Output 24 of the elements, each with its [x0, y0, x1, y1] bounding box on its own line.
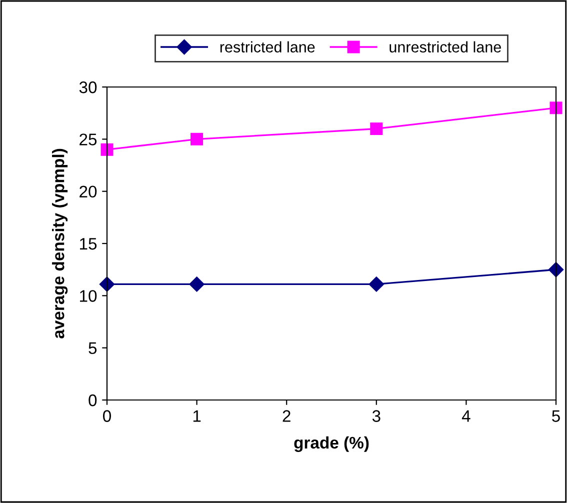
- y-tick-label: 20: [80, 186, 97, 198]
- legend-label: restricted lane: [220, 41, 315, 52]
- x-tick-label: 1: [193, 410, 201, 422]
- x-tick-label: 4: [462, 410, 470, 422]
- y-axis-title: average density (vpmpl): [52, 148, 68, 338]
- x-tick-label: 0: [103, 410, 111, 422]
- y-tick-label: 25: [80, 134, 97, 146]
- y-tick-label: 30: [79, 81, 97, 94]
- point: [550, 102, 562, 114]
- point: [368, 276, 384, 292]
- y-tick-label: 15: [80, 238, 97, 250]
- point: [370, 122, 383, 135]
- point: [99, 276, 115, 292]
- legend-label: unrestricted lane: [390, 41, 501, 52]
- point: [189, 276, 204, 292]
- x-axis-title: grade (%): [294, 436, 369, 452]
- y-tick-label: 10: [80, 290, 97, 302]
- point: [190, 132, 204, 146]
- y-tick-label: 5: [88, 342, 97, 354]
- x-tick-label: 3: [372, 410, 380, 422]
- x-tick-label: 5: [552, 410, 560, 422]
- point: [100, 143, 114, 156]
- y-tick-label: 0: [88, 394, 97, 406]
- x-tick-label: 2: [282, 410, 290, 422]
